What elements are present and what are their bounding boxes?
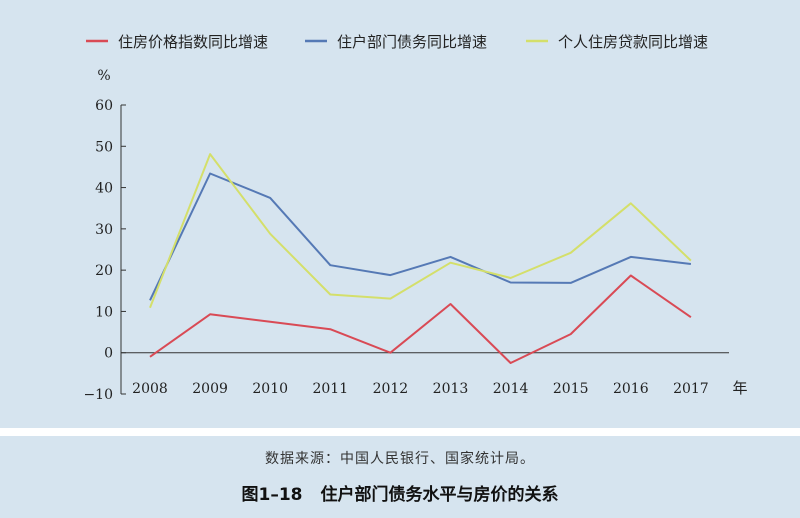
y-tick-label: −10 <box>83 387 113 403</box>
legend-label: 个人住房贷款同比增速 <box>558 33 708 51</box>
chart-legend: 住房价格指数同比增速 住户部门债务同比增速 个人住房贷款同比增速 <box>86 33 708 51</box>
series-line-3 <box>149 153 692 309</box>
y-tick-label: 0 <box>104 346 113 362</box>
y-tick-label: 40 <box>95 181 113 197</box>
y-tick-label: 50 <box>95 139 113 155</box>
x-tick-label: 2010 <box>252 381 288 397</box>
series-line-2 <box>149 172 692 301</box>
x-tick-label: 2009 <box>192 381 228 397</box>
x-tick-label: 2016 <box>613 381 649 397</box>
x-axis: 2008 2009 2010 2011 2012 2013 2014 2015 2016 2017 <box>121 352 729 397</box>
y-axis: 60 50 40 30 20 10 0 −10 <box>83 98 126 403</box>
legend-item-2: 住户部门债务同比增速 <box>305 33 487 51</box>
series-line-1 <box>149 274 692 364</box>
series-lines <box>149 153 692 364</box>
x-tick-label: 2014 <box>493 381 529 397</box>
line-chart: 住房价格指数同比增速 住户部门债务同比增速 个人住房贷款同比增速 % 60 50 40 3… <box>83 33 747 403</box>
x-tick-label: 2008 <box>132 381 168 397</box>
figure-number: 图1–18 <box>241 485 303 505</box>
legend-item-3: 个人住房贷款同比增速 <box>526 33 708 51</box>
source-note: 数据来源：中国人民银行、国家统计局。 <box>265 451 535 467</box>
x-tick-label: 2011 <box>312 381 348 397</box>
y-tick-label: 20 <box>95 263 113 279</box>
y-tick-label: 30 <box>95 222 113 238</box>
legend-label: 住房价格指数同比增速 <box>118 33 268 51</box>
x-axis-unit: 年 <box>732 379 747 397</box>
figure-title-text: 住户部门债务水平与房价的关系 <box>320 485 559 505</box>
legend-item-1: 住房价格指数同比增速 <box>86 33 268 51</box>
figure-caption: 图1–18 住户部门债务水平与房价的关系 <box>0 480 800 505</box>
y-axis-unit: % <box>97 68 110 84</box>
legend-label: 住户部门债务同比增速 <box>337 33 487 51</box>
x-tick-label: 2017 <box>673 381 709 397</box>
x-tick-label: 2013 <box>433 381 469 397</box>
y-tick-label: 10 <box>95 304 113 320</box>
chart-panel: 住房价格指数同比增速 住户部门债务同比增速 个人住房贷款同比增速 % 60 50 40 3… <box>0 0 800 428</box>
y-tick-label: 60 <box>95 98 113 114</box>
x-tick-label: 2015 <box>553 381 589 397</box>
x-tick-label: 2012 <box>373 381 409 397</box>
caption-panel <box>0 436 800 518</box>
